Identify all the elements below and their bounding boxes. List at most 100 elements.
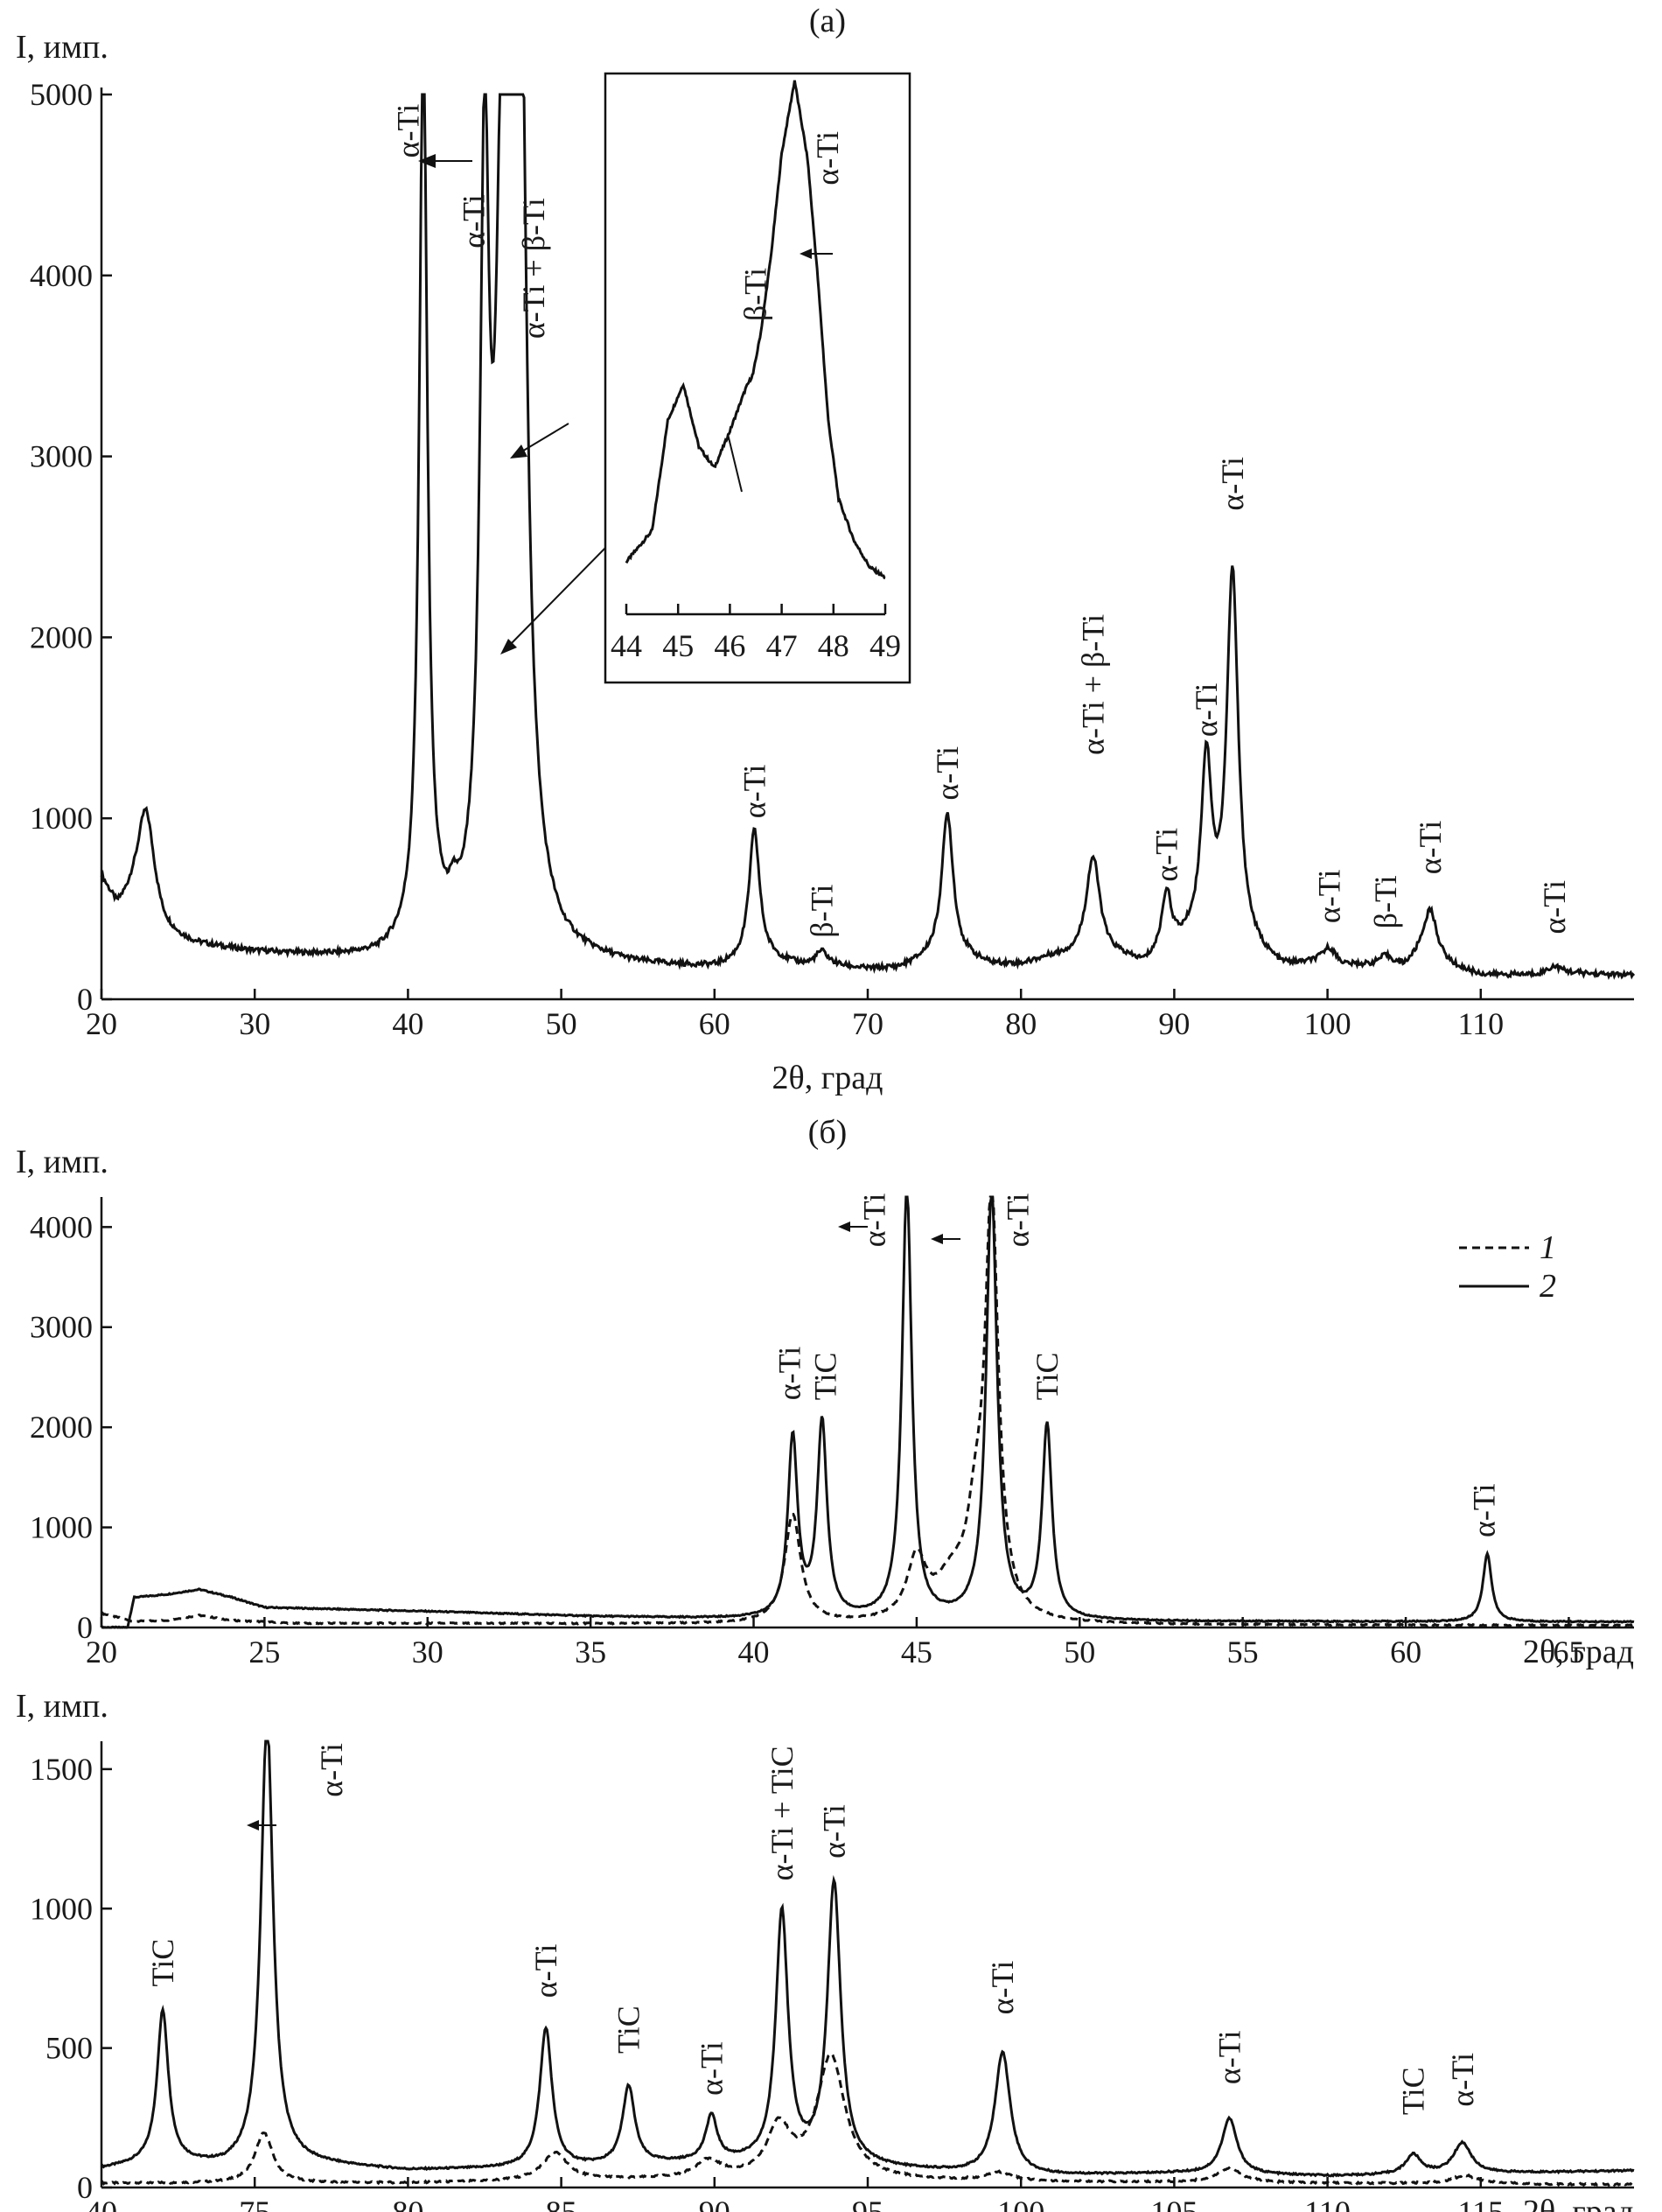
inset-trace (625, 80, 886, 580)
y-tick-label: 1500 (30, 1752, 93, 1787)
panel-a-peak-label: α-Ti (737, 765, 772, 819)
y-tick-label: 5000 (30, 77, 93, 112)
x-tick-label: 65 (1553, 1634, 1584, 1670)
arrow (727, 433, 743, 493)
panel-b-upper-trace-2 (101, 1195, 1635, 1629)
y-tick-label: 1000 (30, 801, 93, 836)
x-tick-label: 70 (852, 1006, 883, 1041)
panel-a-peak-label: α-Ti (1311, 870, 1346, 924)
panel-b-lower-peak-label: α-Ti (314, 1743, 349, 1797)
panel-a-x-title: 2θ, град (772, 1060, 883, 1096)
x-tick-label: 40 (392, 1006, 423, 1041)
panel-a-y-title: I, имп. (16, 29, 108, 66)
panel-b-lower-y-title: I, имп. (16, 1688, 108, 1725)
y-tick-label: 2000 (30, 620, 93, 654)
x-tick-label: 30 (412, 1634, 443, 1670)
x-tick-label: 60 (1390, 1634, 1421, 1670)
x-tick-label: 95 (852, 2194, 883, 2212)
arrow (505, 540, 613, 650)
panel-a-letter: (a) (809, 3, 846, 39)
panel-a-peak-label: α-Ti + β-Ti (516, 198, 551, 339)
panel-b-upper-peak-label: TiC (808, 1353, 843, 1401)
panel-b-lower-peak-label: α-Ti (816, 1804, 851, 1858)
arrow-head (510, 444, 527, 458)
panel-a-peak-label: α-Ti (930, 746, 965, 801)
panel-b-upper-x-title: 2θ, град (1523, 1634, 1634, 1670)
y-tick-label: 1000 (30, 1510, 93, 1545)
x-tick-label: 40 (86, 2194, 117, 2212)
y-tick-label: 3000 (30, 1310, 93, 1345)
x-tick-label: 115 (1457, 2194, 1504, 2212)
y-tick-label: 0 (77, 982, 93, 1017)
panel-a-peak-label: α-Ti (1215, 457, 1250, 511)
panel-a-peak-label: α-Ti (1149, 828, 1184, 882)
panel-a-peak-label: α-Ti + β-Ti (1076, 614, 1111, 755)
panel-a-peak-label: α-Ti (1413, 821, 1448, 875)
x-tick-label: 20 (86, 1006, 117, 1041)
x-tick-label: 25 (248, 1634, 280, 1670)
panel-a-peak-label: α-Ti (1189, 683, 1224, 738)
panel-b-lower-peak-label: α-Ti + TiC (765, 1746, 800, 1880)
inset-x-tick-label: 44 (611, 628, 642, 663)
legend-label: 1 (1540, 1229, 1556, 1266)
panel-b-upper-trace-1 (101, 1195, 1635, 1628)
panel-b-lower-trace-1 (100, 2052, 1635, 2188)
panel-a-peak-label: α-Ti (1537, 880, 1572, 934)
inset-x-tick-label: 49 (869, 628, 901, 663)
arrow-head (931, 1234, 943, 1244)
x-tick-label: 100 (997, 2194, 1044, 2212)
y-tick-label: 3000 (30, 439, 93, 474)
y-tick-label: 1000 (30, 1891, 93, 1926)
panel-b-upper-peak-label: α-Ti (856, 1194, 891, 1248)
legend-label: 2 (1540, 1268, 1556, 1305)
x-tick-label: 60 (699, 1006, 730, 1041)
panel-a-peak-label: β-Ti (804, 885, 839, 938)
x-tick-label: 105 (1150, 2194, 1198, 2212)
arrow (515, 423, 569, 456)
panel-b-lower-peak-label: TiC (1396, 2067, 1431, 2115)
x-tick-label: 110 (1457, 1006, 1504, 1041)
x-tick-label: 80 (392, 2194, 423, 2212)
x-tick-label: 40 (738, 1634, 770, 1670)
panel-b-lower-peak-label: α-Ti (1212, 2030, 1246, 2084)
x-tick-label: 80 (1005, 1006, 1037, 1041)
panel-b-lower-x-title: 2θ, град (1523, 2194, 1634, 2212)
x-tick-label: 55 (1227, 1634, 1259, 1670)
panel-b-upper-chart: (б) I, имп. 0 1000 2000 3000 4000 20 25 30 35 40 45 5… (16, 1114, 1635, 1670)
inset-peak-label: β-Ti (737, 268, 772, 321)
x-tick-label: 35 (575, 1634, 606, 1670)
x-tick-label: 75 (239, 2194, 270, 2212)
y-tick-label: 0 (77, 1610, 93, 1645)
x-tick-label: 90 (1158, 1006, 1190, 1041)
inset-x-tick-label: 48 (818, 628, 849, 663)
inset-frame (604, 72, 911, 684)
panel-a-peak-label: α-Ti (390, 104, 425, 158)
x-tick-label: 20 (86, 1634, 117, 1670)
panel-b-upper-peak-label: TiC (1030, 1353, 1065, 1401)
arrow-head (800, 248, 812, 259)
y-tick-label: 4000 (30, 258, 93, 293)
panel-b-upper-y-title: I, имп. (16, 1144, 108, 1180)
arrow-head (838, 1222, 850, 1232)
x-tick-label: 110 (1304, 2194, 1351, 2212)
x-tick-label: 100 (1304, 1006, 1351, 1041)
inset-peak-label: α-Ti (810, 131, 845, 186)
panel-b-upper-peak-label: α-Ti (1467, 1483, 1502, 1537)
panel-b-lower-peak-label: TiC (145, 1939, 180, 1987)
arrow-head (500, 639, 517, 654)
y-tick-label: 4000 (30, 1209, 93, 1244)
panel-b-letter: (б) (808, 1114, 848, 1151)
y-tick-label: 0 (77, 2170, 93, 2205)
y-tick-label: 2000 (30, 1410, 93, 1445)
y-tick-label: 500 (45, 2031, 93, 2066)
panel-b-lower-peak-label: α-Ti (985, 1961, 1020, 2015)
inset-x-tick-label: 47 (766, 628, 798, 663)
x-tick-label: 45 (901, 1634, 932, 1670)
x-tick-label: 50 (1064, 1634, 1095, 1670)
panel-b-lower-peak-label: α-Ti (694, 2041, 729, 2096)
inset-x-tick-label: 45 (662, 628, 694, 663)
panel-a-chart: (a) I, имп. 0 1000 2000 3000 4000 5000 20 30 40 50 6… (16, 3, 1636, 1096)
panel-b-lower-peak-label: α-Ti (1445, 2053, 1480, 2107)
x-tick-label: 50 (546, 1006, 577, 1041)
